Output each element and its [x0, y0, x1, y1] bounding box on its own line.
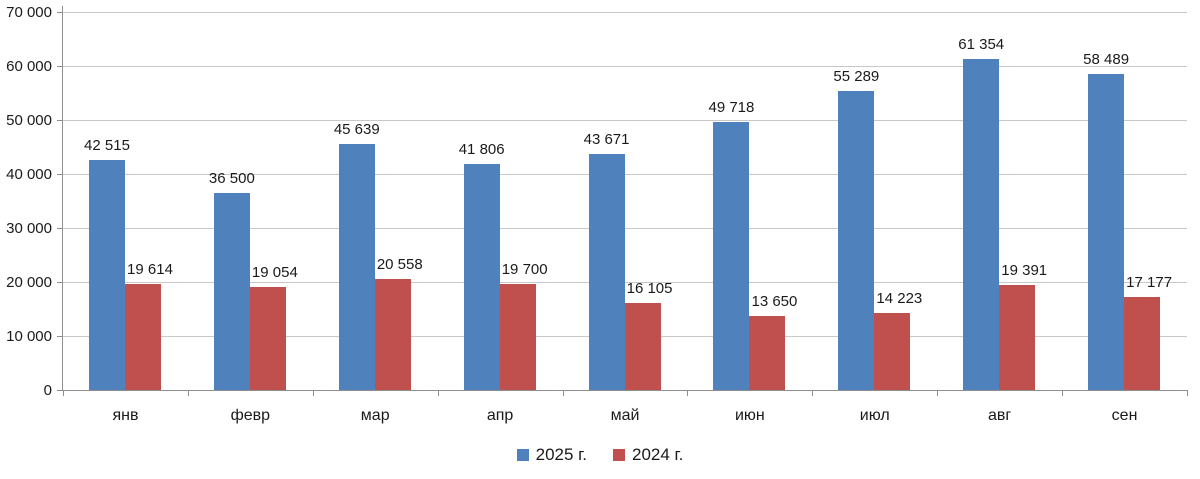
x-axis-label-июл: июл [859, 407, 890, 424]
y-axis-tick [57, 174, 62, 175]
bar-2025-янв [89, 160, 125, 390]
x-axis-label-апр: апр [486, 407, 514, 424]
x-axis-tick [937, 391, 939, 396]
x-axis-label-авг: авг [988, 407, 1012, 424]
legend-swatch-icon [613, 449, 625, 461]
data-label-2025-янв: 42 515 [84, 137, 130, 155]
gridline [63, 120, 1187, 121]
data-label-2025-мар: 45 639 [333, 120, 380, 138]
bar-2025-июл [838, 91, 875, 390]
y-axis-tick-label: 30 000 [6, 220, 52, 237]
data-label-2024-мар: 20 558 [376, 255, 423, 273]
data-label-2024-апр: 19 700 [501, 260, 548, 278]
x-axis-label-май: май [610, 407, 640, 424]
bar-2025-мар [338, 143, 375, 390]
data-label-2024-июн: 13 650 [751, 293, 798, 311]
x-axis-line [62, 390, 1188, 391]
y-axis-tick [57, 120, 62, 121]
x-axis-label-сен: сен [1111, 407, 1138, 424]
y-axis-tick [57, 336, 62, 337]
bar-2024-янв [125, 284, 161, 390]
bar-2024-февр [249, 287, 286, 390]
data-label-2024-май: 16 105 [626, 280, 673, 298]
x-axis-tick [1062, 391, 1064, 396]
gridline [63, 66, 1187, 67]
bar-2025-июн [713, 121, 750, 390]
y-axis-tick [57, 66, 62, 67]
bar-2025-апр [463, 164, 500, 390]
data-label-2025-сен: 58 489 [1083, 51, 1130, 69]
y-axis-tick-label: 0 [43, 382, 52, 399]
y-axis-tick-label: 10 000 [6, 328, 52, 345]
x-axis-label-янв: янв [112, 407, 139, 424]
gridline [63, 174, 1187, 175]
bar-2024-сен [1124, 297, 1161, 390]
legend: 2025 г. 2024 г. [0, 446, 1200, 464]
data-label-2025-июл: 55 289 [833, 68, 880, 86]
bar-2024-авг [999, 285, 1036, 390]
data-label-2025-май: 43 671 [583, 131, 630, 149]
data-label-2024-янв: 19 614 [127, 261, 173, 279]
y-axis-tick [57, 282, 62, 283]
bar-2024-июн [749, 316, 786, 390]
bar-2025-авг [963, 58, 1000, 390]
gridline [63, 282, 1187, 283]
x-axis-label-февр: февр [230, 407, 271, 424]
data-label-2024-авг: 19 391 [1001, 262, 1048, 280]
data-label-2024-июл: 14 223 [876, 290, 923, 308]
bar-2024-апр [499, 283, 536, 390]
bar-2025-февр [213, 192, 250, 390]
x-axis-tick [812, 391, 814, 396]
bar-2024-мар [374, 278, 411, 390]
legend-label: 2025 г. [535, 445, 587, 464]
legend-swatch-icon [516, 449, 529, 461]
x-axis-tick [687, 391, 689, 396]
x-axis-tick [63, 391, 64, 396]
data-label-2025-авг: 61 354 [958, 35, 1005, 53]
y-axis-tick-label: 70 000 [6, 4, 52, 21]
y-axis-line [62, 6, 63, 391]
x-axis-label-июн: июн [734, 407, 765, 424]
legend-item-2024: 2024 г. [613, 446, 683, 464]
y-axis-tick-label: 40 000 [6, 166, 52, 183]
gridline [63, 12, 1187, 13]
x-axis-tick [562, 391, 564, 396]
data-label-2025-февр: 36 500 [208, 169, 255, 187]
x-axis-tick [187, 391, 189, 396]
x-axis-label-мар: мар [360, 407, 390, 424]
data-label-2025-апр: 41 806 [458, 141, 505, 159]
y-axis-tick-label: 20 000 [6, 274, 52, 291]
data-label-2025-июн: 49 718 [708, 98, 755, 116]
x-axis-tick [1187, 391, 1188, 396]
bar-2025-сен [1088, 74, 1125, 390]
gridline [63, 228, 1187, 229]
bar-2024-май [624, 303, 661, 390]
x-axis-tick [312, 391, 314, 396]
bar-2024-июл [874, 313, 911, 390]
y-axis-tick-label: 50 000 [6, 112, 52, 129]
y-axis-tick [57, 390, 62, 391]
y-axis-tick [57, 228, 62, 229]
y-axis-tick [57, 12, 62, 13]
bar-2025-май [588, 154, 625, 390]
legend-item-2025: 2025 г. [516, 445, 587, 464]
legend-label: 2024 г. [632, 445, 684, 464]
y-axis-tick-label: 60 000 [6, 58, 52, 75]
data-label-2024-сен: 17 177 [1126, 274, 1173, 292]
data-label-2024-февр: 19 054 [251, 264, 298, 282]
x-axis-tick [437, 391, 439, 396]
